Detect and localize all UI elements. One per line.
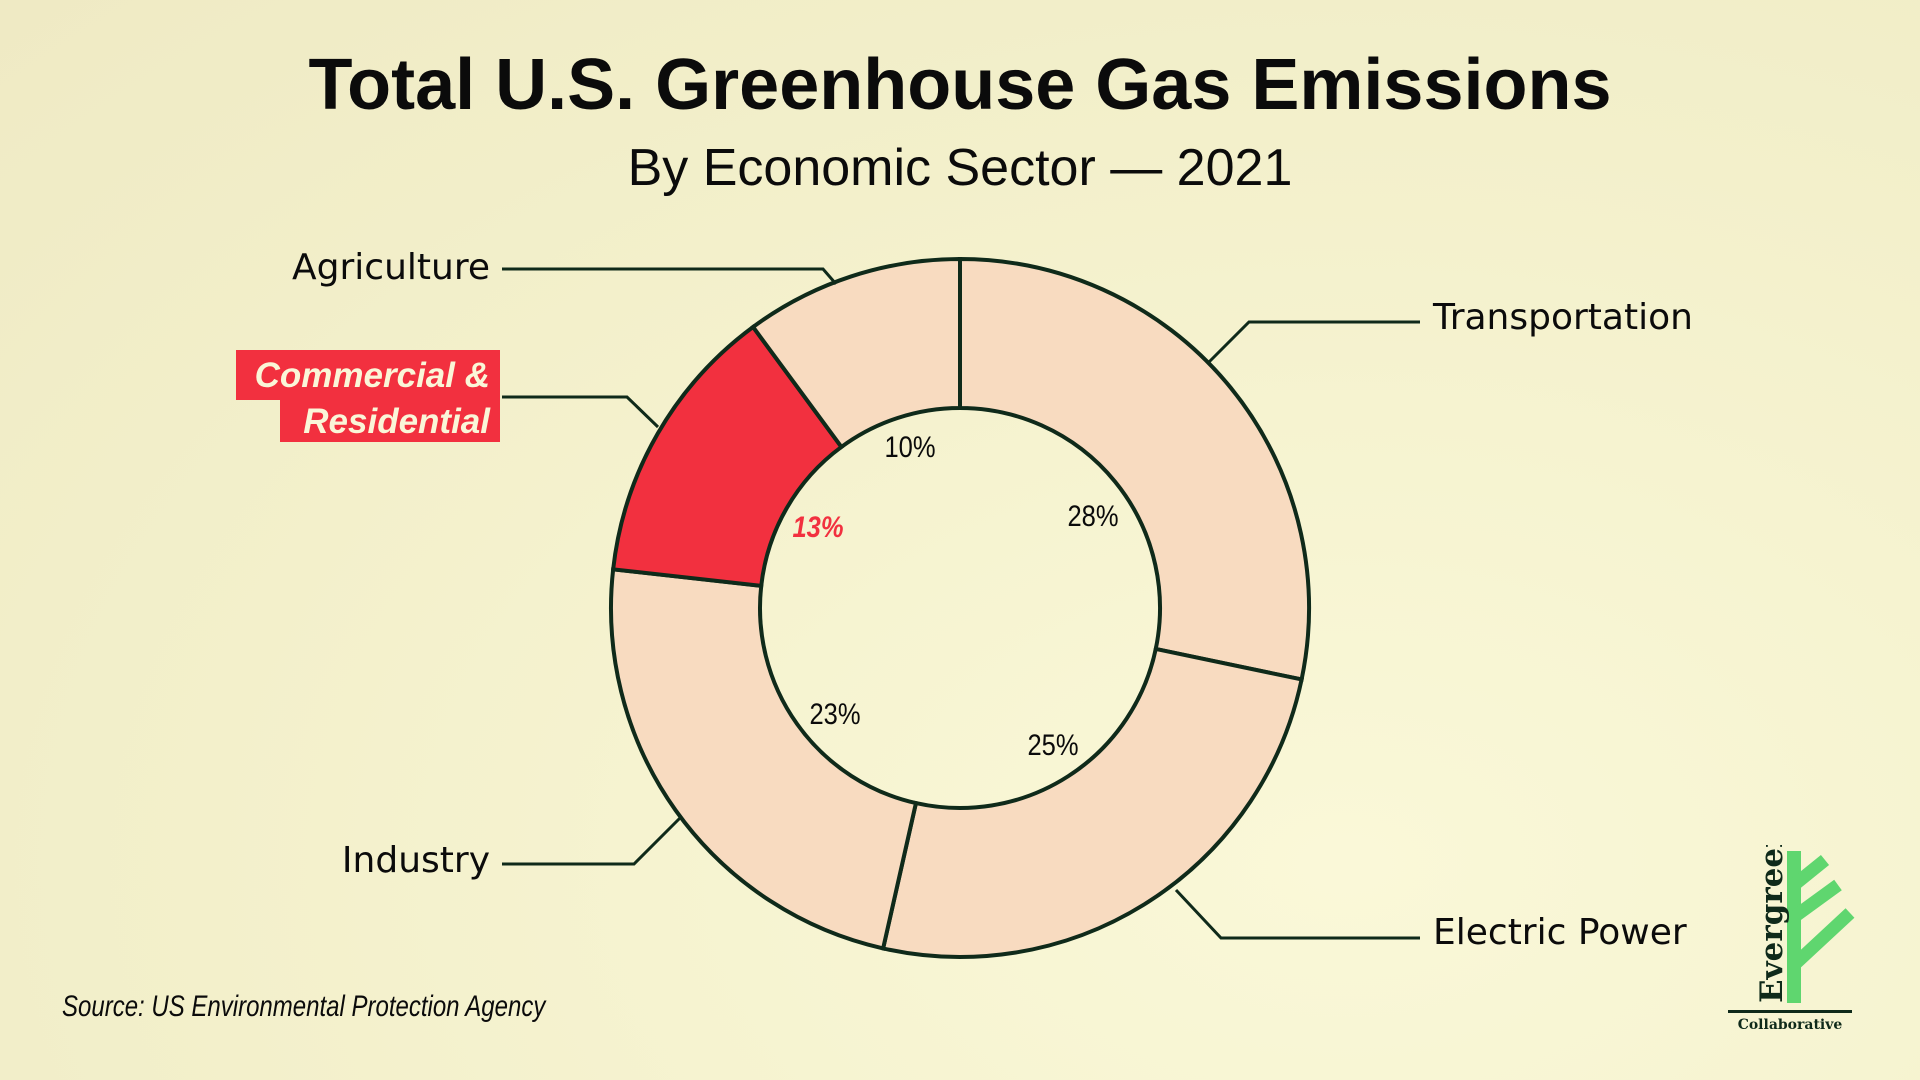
leader-line-agriculture [502,267,838,285]
label-agriculture: Agriculture [292,247,490,288]
label-commercial-line1: Commercial & [236,350,500,400]
value-label-electric-power: 25% [1027,729,1079,762]
donut-segment-agriculture [750,256,962,450]
leader-line-electric [1174,888,1420,940]
leader-line-industry [502,816,682,866]
logo-text: Evergreen [1754,845,1790,1003]
value-label-commercial: 13% [792,511,844,544]
value-label-agriculture: 10% [884,431,936,464]
label-electric-power: Electric Power [1433,912,1687,953]
label-commercial-line2: Residential [280,400,500,442]
label-transportation: Transportation [1433,297,1693,338]
value-label-transportation: 28% [1067,500,1119,533]
donut-segment-electric-power [880,646,1304,959]
source-note: Source: US Environmental Protection Agen… [62,990,546,1023]
donut-segment-industry [609,567,919,951]
label-industry: Industry [341,840,490,881]
value-label-industry: 23% [809,698,861,731]
leader-line-commercial [502,395,660,429]
donut-segment-transportation [958,256,1311,682]
leader-line-transportation [1207,320,1420,364]
logo-subtext: Collaborative [1738,1017,1843,1033]
evergreen-logo: Evergreen Collaborative [1728,845,1855,1033]
chart-title: Total U.S. Greenhouse Gas Emissions [308,45,1612,125]
chart-subtitle: By Economic Sector — 2021 [627,139,1293,197]
